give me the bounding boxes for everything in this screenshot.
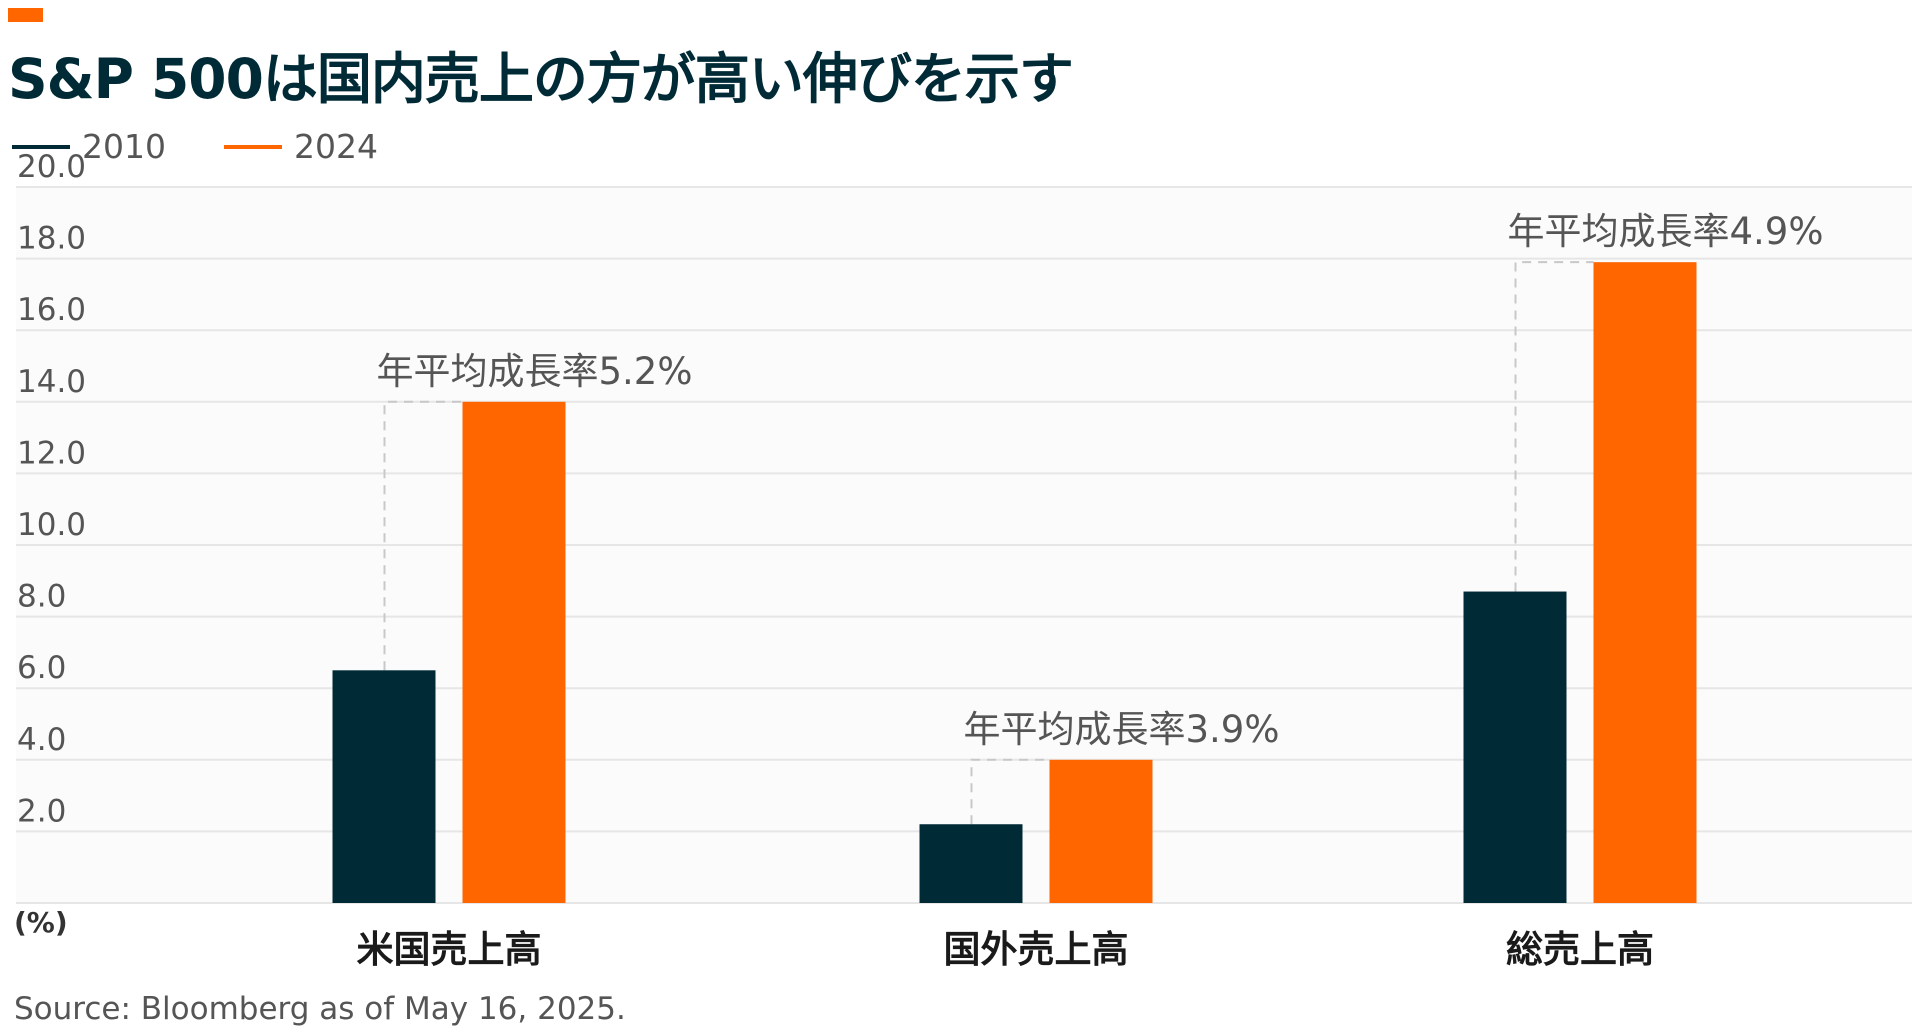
bars — [332, 262, 1697, 903]
source-note: Source: Bloomberg as of May 16, 2025. — [14, 991, 626, 1027]
y-tick-label: 8.0 — [17, 579, 66, 615]
growth-connectors — [383, 261, 1594, 825]
x-category-label: 米国売上高 — [357, 928, 542, 971]
y-tick-label: 20.0 — [17, 149, 86, 185]
bar-2010 — [919, 824, 1023, 903]
y-tick-label: 2.0 — [17, 793, 66, 829]
legend-label-2010: 2010 — [82, 127, 166, 166]
y-tick-label: 12.0 — [17, 435, 86, 471]
y-tick-label: 18.0 — [17, 221, 86, 257]
y-tick-label: 14.0 — [17, 364, 86, 400]
growth-annotation: 年平均成長率5.2% — [377, 350, 693, 393]
x-category-label: 国外売上高 — [944, 928, 1129, 971]
growth-annotation: 年平均成長率4.9% — [1508, 210, 1824, 253]
legend-swatch-2024 — [223, 144, 282, 149]
y-tick-label: 6.0 — [17, 650, 66, 686]
growth-connector — [970, 758, 1050, 825]
legend-label-2024: 2024 — [293, 127, 378, 166]
bar-2024 — [462, 401, 566, 903]
legend-item-2024: 2024 — [223, 127, 378, 166]
y-tick-label: 16.0 — [17, 292, 86, 328]
legend: 2010 2024 — [12, 130, 378, 163]
bar-2010 — [332, 670, 436, 903]
y-unit-label: (%) — [14, 906, 68, 939]
growth-annotation: 年平均成長率3.9% — [964, 708, 1280, 751]
growth-connector — [383, 400, 463, 671]
y-tick-label: 10.0 — [17, 507, 86, 543]
bar-2010 — [1463, 591, 1567, 903]
accent-mark — [8, 8, 43, 22]
bar-2024 — [1593, 262, 1697, 903]
chart-labels: 2.0 4.0 6.0 8.0 10.0 12.0 14.0 16.0 18.0 20.0 (%) 年… — [14, 149, 1824, 971]
bar-2024 — [1049, 759, 1153, 903]
chart-title: S&P 500は国内売上の方が高い伸びを示す — [8, 47, 1074, 111]
x-category-label: 総売上高 — [1506, 928, 1654, 971]
legend-swatch-2010 — [12, 144, 70, 149]
y-tick-label: 4.0 — [17, 722, 66, 758]
legend-item-2010: 2010 — [12, 130, 166, 163]
